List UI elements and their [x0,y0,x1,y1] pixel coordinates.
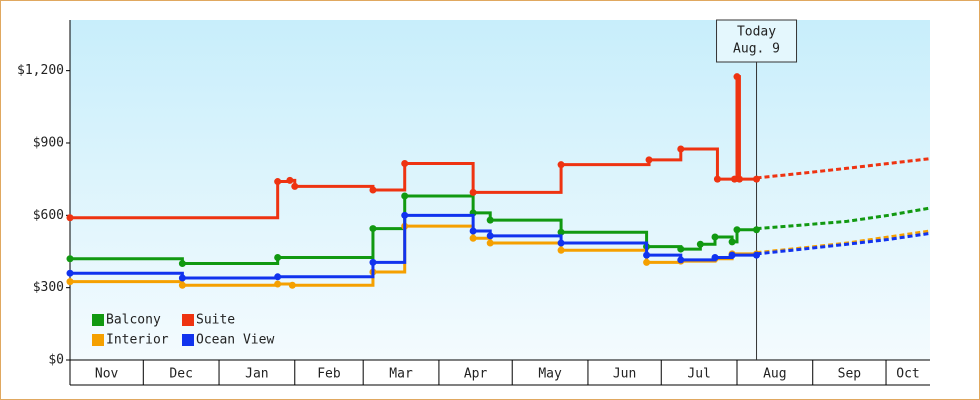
point [469,188,477,196]
point [677,256,685,264]
today-label: Aug. 9 [733,42,780,57]
point [696,240,704,248]
point [645,156,653,164]
point [66,255,74,263]
x-tick-label: Jun [613,367,636,382]
point [288,281,296,289]
point [178,274,186,282]
point [401,159,409,167]
y-tick-label: $300 [33,280,64,295]
x-tick-label: Nov [95,367,119,382]
y-tick-label: $900 [33,135,64,150]
legend-label: Suite [196,313,235,328]
forecast-line [756,157,931,180]
forecast-line [756,231,931,256]
point [486,239,494,247]
point [178,281,186,289]
x-tick-label: Feb [317,367,341,382]
plot-area [70,20,930,360]
point [369,225,377,233]
point [643,258,651,266]
point [401,192,409,200]
point [753,226,761,234]
x-tick-label: May [538,367,562,382]
point [728,238,736,246]
point [753,251,761,259]
point [677,245,685,253]
point [486,216,494,224]
point [735,175,743,183]
point [753,175,761,183]
x-tick-label: Aug [763,367,786,382]
point [178,260,186,268]
point [274,280,282,288]
x-tick-label: Jul [687,367,710,382]
point [711,233,719,241]
x-tick-label: Sep [838,367,862,382]
step-line [70,194,757,266]
x-tick-label: Dec [169,367,192,382]
point [557,161,565,169]
legend-label: Ocean View [196,333,274,348]
point [557,246,565,254]
legend-label: Interior [106,333,169,348]
point [286,176,294,184]
point [557,239,565,247]
legend-label: Balcony [106,313,161,328]
today-box [716,19,798,63]
point [66,278,74,286]
x-tick-label: Jan [245,367,268,382]
point [274,273,282,281]
point [274,178,282,186]
point [66,269,74,277]
legend-swatch [92,314,104,326]
today-label: Today [737,25,776,40]
point [486,232,494,240]
point [643,251,651,259]
x-tick-label: Mar [389,367,413,382]
point [731,175,739,183]
forecast-line [756,206,931,231]
point [713,175,721,183]
y-tick-label: $1,200 [17,63,64,78]
point [469,234,477,242]
point [733,226,741,234]
y-tick-label: $0 [48,353,64,368]
point [677,145,685,153]
point [728,251,736,259]
legend-swatch [182,334,194,346]
y-tick-label: $600 [33,208,64,223]
point [733,73,741,81]
point [711,254,719,262]
point [274,254,282,262]
point [401,211,409,219]
point [66,214,74,222]
point [557,228,565,236]
legend-swatch [182,314,194,326]
legend-swatch [92,334,104,346]
point [469,227,477,235]
x-tick-label: Oct [896,367,919,382]
x-tick-label: Apr [464,367,488,382]
point [369,258,377,266]
point [369,186,377,194]
point [291,182,299,190]
